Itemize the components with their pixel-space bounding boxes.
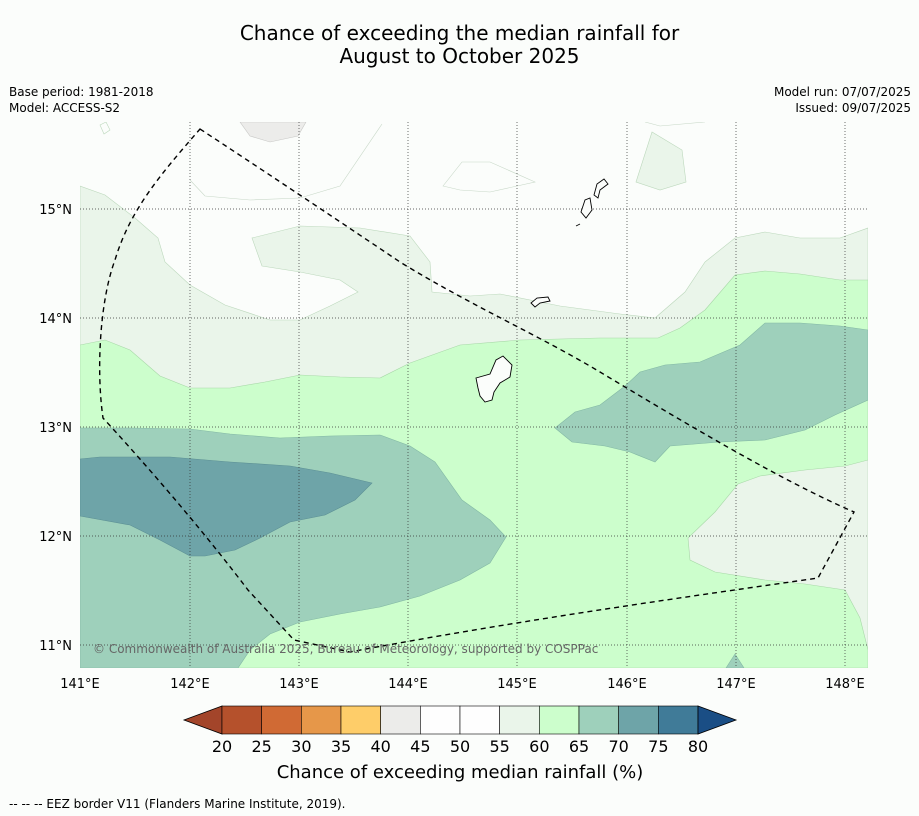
lat-tick-14: 14°N [39, 312, 72, 327]
island-saipan [593, 178, 609, 199]
lon-tick-144: 144°E [388, 677, 428, 692]
colorbar-segment [301, 705, 342, 735]
contour-70-75 [80, 456, 373, 557]
lon-tick-145: 145°E [497, 677, 537, 692]
colorbar-level-label: 35 [331, 737, 351, 756]
base-period: Base period: 1981-2018 [9, 85, 154, 99]
map-title: Chance of exceeding the median rainfall … [0, 22, 919, 68]
colorbar-level-label: 75 [648, 737, 668, 756]
colorbar-segment [380, 705, 421, 735]
colorbar-segment [658, 705, 699, 735]
lat-tick-13: 13°N [39, 421, 72, 436]
contour-65-70-south [725, 653, 745, 668]
contour-65-70-east [554, 322, 868, 463]
eez-footnote: -- -- -- EEZ border V11 (Flanders Marine… [9, 797, 346, 811]
colorbar-level-label: 40 [370, 737, 390, 756]
graticule [80, 122, 868, 668]
lon-tick-142: 142°E [170, 677, 210, 692]
map-plot-area: © Commonwealth of Australia 2025, Bureau… [80, 122, 868, 668]
colorbar-level-label: 55 [489, 737, 509, 756]
eez-border [98, 128, 855, 653]
colorbar-title: Chance of exceeding median rainfall (%) [277, 762, 644, 783]
model-run: Model run: 07/07/2025 [773, 85, 911, 99]
colorbar-level-label: 45 [410, 737, 430, 756]
colorbar-segment [221, 705, 262, 735]
colorbar-segment [459, 705, 500, 735]
colorbar-labels: 20 25 30 35 40 45 50 55 60 65 70 75 80 [212, 737, 708, 756]
colorbar-under-arrow [182, 705, 223, 735]
contour-55-60-patch-a [442, 161, 536, 193]
contour-40-45 [239, 122, 307, 143]
colorbar-level-label: 50 [450, 737, 470, 756]
colorbar-level-label: 80 [688, 737, 708, 756]
colorbar: 20 25 30 35 40 45 50 55 60 65 70 75 80 Chance of exc… [182, 705, 738, 783]
model-name: Model: ACCESS-S2 [9, 101, 121, 115]
colorbar-segment [420, 705, 461, 735]
colorbar-over-arrow [697, 705, 738, 735]
colorbar-segments [221, 705, 699, 735]
lat-tick-11: 11°N [39, 639, 72, 654]
lon-tick-148: 148°E [825, 677, 865, 692]
lon-tick-141: 141°E [60, 677, 100, 692]
island-rota [530, 296, 551, 308]
contour-line-top-right [644, 122, 706, 127]
meta-left: Base period: 1981-2018 Model: ACCESS-S2 [9, 84, 154, 116]
colorbar-segment [340, 705, 381, 735]
colorbar-level-label: 70 [608, 737, 628, 756]
island-tinian [580, 197, 593, 219]
colorbar-level-label: 25 [251, 737, 271, 756]
lon-tick-labels: 141°E 142°E 143°E 144°E 145°E 146°E 147°… [60, 677, 865, 692]
contour-line-top [189, 123, 383, 201]
meta-right: Model run: 07/07/2025 Issued: 09/07/2025 [774, 84, 911, 116]
colorbar-segment [618, 705, 659, 735]
title-line-2: August to October 2025 [339, 44, 580, 68]
island-aguijan [575, 223, 581, 227]
lat-tick-12: 12°N [39, 530, 72, 545]
colorbar-level-label: 30 [291, 737, 311, 756]
island-guam [475, 355, 513, 403]
lat-tick-15: 15°N [39, 203, 72, 218]
colorbar-segment [261, 705, 302, 735]
issued-date: Issued: 09/07/2025 [795, 101, 911, 115]
colorbar-level-label: 60 [529, 737, 549, 756]
islet-marker [99, 122, 111, 135]
colorbar-level-label: 65 [569, 737, 589, 756]
contour-55-60-patch-b [635, 131, 687, 191]
colorbar-segment [539, 705, 580, 735]
lon-tick-146: 146°E [607, 677, 647, 692]
copyright-text: © Commonwealth of Australia 2025, Bureau… [93, 642, 598, 656]
title-line-1: Chance of exceeding the median rainfall … [239, 21, 680, 45]
lon-tick-143: 143°E [279, 677, 319, 692]
colorbar-segment [499, 705, 540, 735]
lon-tick-147: 147°E [716, 677, 756, 692]
colorbar-segment [578, 705, 619, 735]
lat-tick-labels: 15°N 14°N 13°N 12°N 11°N [39, 203, 72, 654]
colorbar-level-label: 20 [212, 737, 232, 756]
